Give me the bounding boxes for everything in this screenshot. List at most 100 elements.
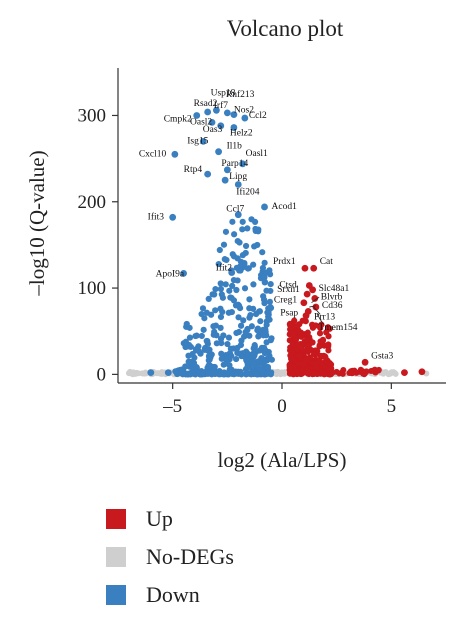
down-point [224,340,231,348]
gene-label: Tmem154 [318,323,357,333]
y-tick-label: 300 [78,105,107,126]
down-point [236,239,243,246]
x-tick-label: 5 [387,396,397,417]
up-point [303,290,311,298]
down-point [233,329,240,337]
down-point [247,311,254,319]
no-degs-point [380,370,387,377]
down-point [240,317,247,324]
gene-label: Prdx1 [273,257,296,267]
label-leader-line [316,313,323,324]
down-point [225,309,232,316]
gene-label: Psap [280,308,298,318]
down-point [222,228,230,235]
down-point [172,368,179,375]
down-point [217,122,225,130]
down-point [210,331,217,338]
gene-label: Helz2 [230,129,253,139]
down-point [218,355,225,362]
gene-label: Gsta3 [371,351,393,361]
down-point [171,150,179,158]
gene-label: Ccl2 [249,111,267,121]
down-point [261,278,268,286]
down-point [261,300,268,307]
down-point [246,305,253,312]
down-point [231,231,238,238]
up-point [322,354,329,361]
down-point [261,203,268,211]
y-tick-label: 100 [78,278,107,299]
down-point [239,252,246,259]
down-point [261,349,268,357]
down-point [232,370,240,377]
up-point [329,369,336,376]
up-point [317,352,324,359]
up-point [312,363,320,370]
down-point [193,346,200,353]
legend-item-no-degs: No-DEGs [106,538,234,576]
up-point [418,368,426,376]
down-point [147,369,155,377]
up-point [297,351,304,359]
down-point [234,211,242,219]
up-point [303,356,310,363]
gene-label: Cd36 [322,301,343,311]
down-point [260,332,267,339]
down-point [267,281,274,288]
down-point [251,243,258,250]
down-point [230,253,238,260]
gene-label: Lipg [229,172,247,182]
down-point [238,371,245,378]
up-point [309,286,317,294]
gene-label: Rtp4 [184,165,203,175]
up-point [288,348,296,355]
up-point [325,347,332,354]
down-point [211,291,218,298]
down-point [205,370,212,377]
gene-label: Il1b [227,142,243,152]
down-point [210,323,217,330]
up-point [301,264,309,272]
down-point [212,285,219,293]
down-point [266,267,273,274]
gene-label: Srxn1 [277,285,300,295]
up-point [302,318,309,325]
down-point [212,307,219,314]
up-point [310,264,318,272]
down-point [256,347,263,354]
up-point [302,312,310,320]
up-point [316,343,323,350]
down-point [242,328,249,336]
up-point [319,338,326,345]
down-point [221,176,229,184]
up-point [312,303,320,311]
down-point [185,341,193,349]
down-point [243,357,250,364]
gene-label: Oas3 [203,125,223,135]
down-point [200,326,207,333]
down-point [236,305,244,312]
down-point [233,355,240,363]
down-point [256,308,263,315]
down-point [191,365,198,373]
down-point [186,324,193,331]
legend-swatch-no-degs [106,547,126,567]
y-tick-label: 200 [78,192,107,213]
down-point [225,334,233,341]
legend-item-down: Down [106,576,234,614]
down-point [191,354,198,361]
down-point [216,371,223,378]
down-point [217,285,224,293]
no-degs-point [158,370,165,377]
down-point [211,367,218,375]
up-point [305,368,312,375]
legend-label-no-degs: No-DEGs [146,544,234,569]
gene-label: Blvrb [321,292,343,302]
legend-item-up: Up [106,500,234,538]
gene-label: Oasl1 [246,149,268,159]
gene-label: Rnf213 [226,89,255,100]
x-tick-label: –5 [162,396,182,417]
down-point [230,111,238,119]
down-point [238,337,245,344]
up-point [325,333,332,340]
